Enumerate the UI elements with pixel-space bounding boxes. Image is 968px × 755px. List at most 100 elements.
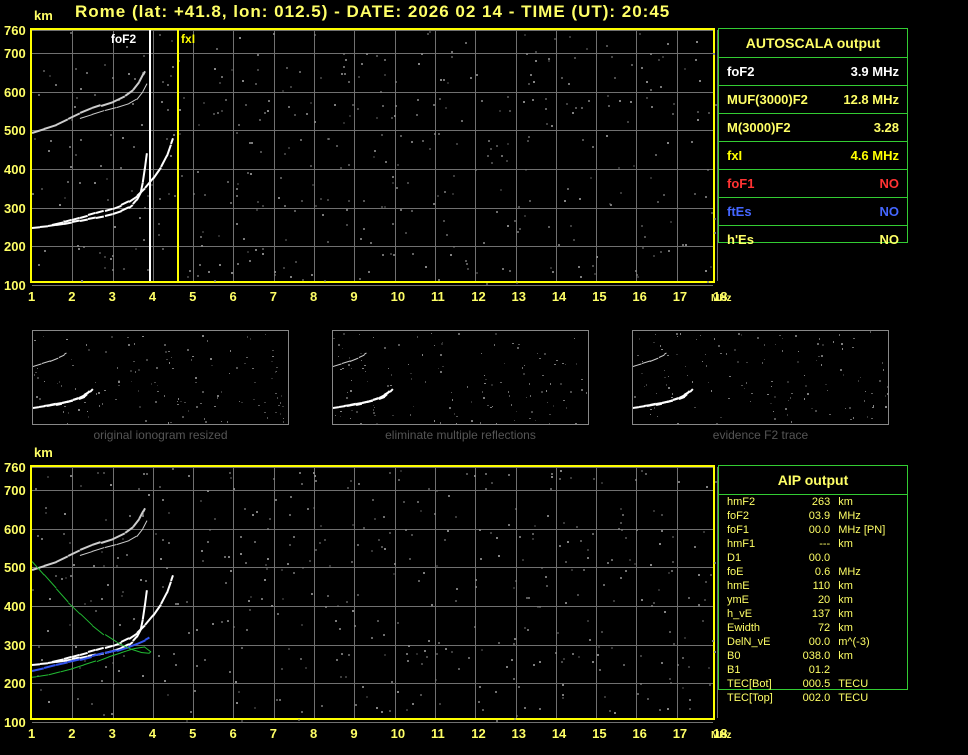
noise-speck-small	[373, 337, 375, 339]
noise-speck	[138, 488, 140, 490]
noise-speck	[48, 150, 50, 152]
noise-speck	[620, 522, 622, 524]
gridline-vertical	[274, 467, 275, 718]
noise-speck-small	[154, 382, 156, 384]
noise-speck	[559, 545, 561, 547]
small-trace-segment	[89, 388, 93, 392]
noise-speck-small	[340, 416, 342, 418]
noise-speck	[562, 697, 564, 699]
noise-speck-small	[791, 393, 793, 395]
gridline-vertical	[636, 467, 637, 718]
noise-speck	[588, 100, 590, 102]
noise-speck-small	[702, 361, 704, 363]
small-trace-segment	[639, 405, 645, 408]
noise-speck	[313, 472, 315, 474]
noise-speck	[290, 496, 292, 498]
noise-speck-small	[142, 336, 144, 338]
autoscala-key-4: foF1	[727, 176, 813, 191]
x-axis-unit-label: MHz	[711, 730, 732, 741]
panel2-caption: eliminate multiple reflections	[332, 428, 589, 442]
noise-speck	[213, 113, 215, 115]
noise-speck-small	[67, 423, 69, 425]
small-trace-segment	[389, 388, 393, 392]
noise-speck-small	[146, 359, 148, 361]
noise-speck	[236, 223, 238, 225]
small-panel-evidence-f2[interactable]: evidence F2 trace	[632, 330, 889, 425]
noise-speck	[266, 568, 268, 570]
noise-speck-small	[166, 359, 168, 361]
noise-speck	[515, 508, 517, 510]
noise-speck-small	[562, 363, 564, 365]
fxI-marker-line[interactable]	[177, 30, 179, 281]
small-trace-segment	[633, 406, 639, 409]
noise-speck-small	[410, 373, 412, 375]
noise-speck-small	[535, 420, 537, 422]
noise-speck	[466, 473, 468, 475]
noise-speck-small	[410, 414, 412, 416]
noise-speck	[376, 55, 378, 57]
noise-speck	[548, 58, 550, 60]
noise-speck-small	[842, 348, 844, 350]
noise-speck	[203, 102, 205, 104]
noise-speck-small	[157, 391, 159, 393]
noise-speck	[45, 507, 47, 509]
noise-speck	[69, 146, 71, 148]
gridline-vertical	[113, 467, 114, 718]
noise-speck	[275, 499, 277, 501]
ionogram-trace-segment	[116, 646, 129, 652]
small-panel-original[interactable]: original ionogram resized	[32, 330, 289, 425]
noise-speck	[188, 475, 190, 477]
noise-speck-small	[782, 350, 784, 352]
noise-speck	[508, 474, 510, 476]
ionogram-trace-segment	[80, 655, 93, 660]
noise-speck-small	[637, 355, 639, 357]
noise-speck	[641, 599, 643, 601]
foF2-marker-line[interactable]	[149, 30, 151, 281]
noise-speck	[594, 273, 596, 275]
noise-speck	[667, 43, 669, 45]
xtick-13: 13	[512, 726, 526, 741]
aip-key-8: h_vE	[727, 608, 784, 620]
noise-speck-small	[96, 393, 98, 395]
noise-speck-small	[821, 355, 823, 357]
noise-speck-small	[417, 336, 419, 338]
noise-speck-small	[187, 349, 189, 351]
aip-unit-12	[830, 664, 899, 676]
ionogram-trace-segment	[68, 112, 81, 119]
small-trace-segment	[656, 402, 662, 405]
small-panel-eliminate-multiple[interactable]: eliminate multiple reflections	[332, 330, 589, 425]
noise-speck	[262, 205, 264, 207]
noise-speck	[350, 480, 352, 482]
small-trace-segment	[384, 393, 388, 397]
noise-speck	[298, 719, 300, 721]
noise-speck	[452, 193, 454, 195]
aip-key-3: hmF1	[727, 538, 784, 550]
noise-speck	[380, 91, 382, 93]
noise-speck	[416, 653, 418, 655]
aip-ionogram-chart[interactable]: km 760 700 600 500 400 300 200 100 1 2 3 4 5 6 7 8 9 10 11…	[30, 465, 715, 720]
noise-speck	[321, 705, 323, 707]
noise-speck	[703, 531, 705, 533]
noise-speck-small	[171, 357, 173, 359]
noise-speck	[490, 148, 492, 150]
noise-speck	[568, 83, 570, 85]
noise-speck	[450, 254, 452, 256]
ionogram-trace-segment	[136, 629, 142, 638]
noise-speck-small	[350, 390, 352, 392]
noise-speck-small	[364, 365, 366, 367]
noise-speck	[221, 621, 223, 623]
small-trace-segment	[661, 401, 667, 404]
noise-speck	[114, 226, 116, 228]
noise-speck	[70, 166, 72, 168]
ytick-100: 100	[4, 715, 30, 730]
small-trace-segment	[358, 355, 364, 359]
noise-speck	[257, 69, 259, 71]
autoscala-title: AUTOSCALA output	[719, 29, 907, 58]
noise-speck	[522, 559, 524, 561]
gridline-vertical	[395, 30, 396, 281]
main-ionogram-chart[interactable]: km 760 700 600 500 400 300 200 100 1 2 3 4 5 6 7 8 9 10 11…	[30, 28, 715, 283]
noise-speck	[551, 125, 553, 127]
noise-speck	[97, 472, 99, 474]
noise-speck	[636, 274, 638, 276]
noise-speck	[200, 236, 202, 238]
